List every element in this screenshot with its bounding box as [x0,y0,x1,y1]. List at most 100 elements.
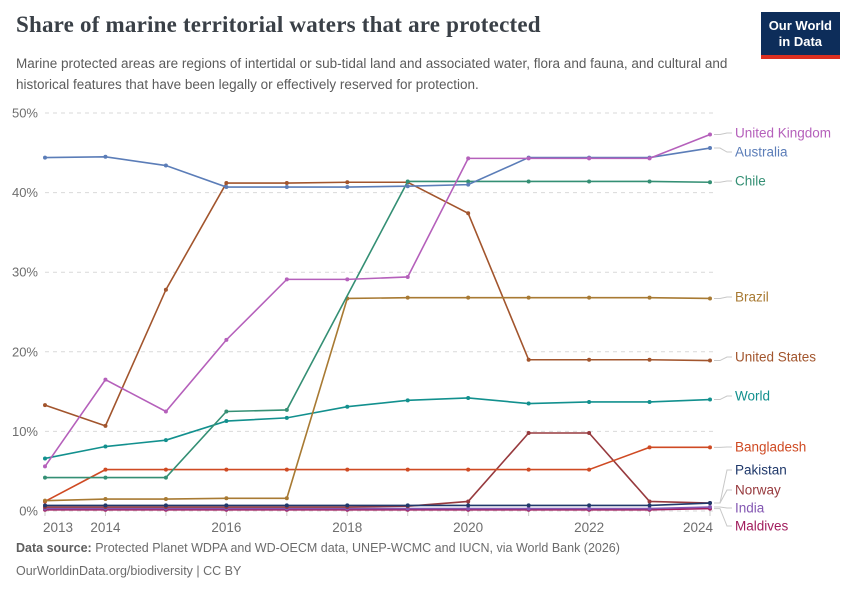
data-point-united-states [345,180,350,185]
data-point-world [647,399,652,404]
data-point-chile [647,179,652,184]
data-point-india [708,505,712,510]
series-line-chile[interactable] [45,180,711,479]
data-point-united-states [466,211,471,216]
data-point-united-states [708,358,712,363]
data-point-pakistan [587,503,592,508]
x-tick-label-2013: 2013 [43,520,73,535]
x-tick-label-2016: 2016 [211,520,241,535]
attribution-line[interactable]: OurWorldinData.org/biodiversity | CC BY [16,564,242,578]
legend-label-world[interactable]: World [735,389,770,404]
legend-label-pakistan[interactable]: Pakistan [735,463,787,478]
data-point-bangladesh [163,467,168,472]
legend-label-maldives[interactable]: Maldives [735,519,789,534]
y-tick-label-20: 20% [12,344,38,359]
x-tick-label-2024: 2024 [683,520,714,535]
data-point-chile [224,409,229,414]
data-point-united-kingdom [103,377,108,382]
data-point-australia [405,184,410,189]
data-point-india [647,506,652,511]
owid-logo[interactable]: Our World in Data [760,12,840,59]
data-point-brazil [224,496,229,501]
data-point-chile [587,179,592,184]
data-point-australia [284,185,289,190]
data-point-australia [43,155,47,160]
data-point-australia [163,163,168,168]
series-line-india[interactable] [45,506,711,510]
x-tick-label-2014: 2014 [90,520,121,535]
data-point-world [103,444,108,449]
data-point-brazil [103,497,108,502]
legend-leader-united-kingdom [714,132,732,135]
data-point-norway [647,499,652,504]
data-point-brazil [526,295,531,300]
series-line-united-states[interactable] [44,181,711,427]
data-point-united-kingdom [708,132,712,137]
series-line-pakistan[interactable] [45,502,711,507]
x-tick-label-2020: 2020 [453,520,483,535]
legend-leader-maldives [714,508,732,527]
data-point-united-kingdom [405,274,410,279]
data-point-brazil [163,497,168,502]
data-point-pakistan [284,503,289,508]
legend-label-india[interactable]: India [735,501,765,516]
data-point-world [345,404,350,409]
data-point-australia [103,154,108,159]
legend-label-united-states[interactable]: United States [735,350,816,365]
data-point-india [466,506,471,511]
series-line-united-kingdom[interactable] [44,133,711,467]
data-point-united-states [647,357,652,362]
data-point-united-states [163,287,168,292]
data-point-pakistan [163,503,168,508]
data-point-bangladesh [284,467,289,472]
page-title: Share of marine territorial waters that … [16,12,541,37]
series-line-maldives[interactable] [45,507,711,511]
data-point-world [284,415,289,420]
legend-label-australia[interactable]: Australia [735,145,788,160]
data-point-world [708,397,712,402]
legend-label-bangladesh[interactable]: Bangladesh [735,440,806,455]
legend-label-chile[interactable]: Chile [735,174,766,189]
data-point-brazil [466,295,471,300]
data-point-united-states [587,357,592,362]
data-point-bangladesh [466,467,471,472]
data-point-chile [43,475,47,480]
data-point-bangladesh [708,445,712,450]
legend-label-united-kingdom[interactable]: United Kingdom [735,126,831,141]
legend-label-norway[interactable]: Norway [735,483,781,498]
data-point-united-states [103,423,108,428]
data-point-world [587,399,592,404]
series-line-norway[interactable] [45,432,711,508]
data-point-chile [708,180,712,185]
data-point-united-kingdom [466,156,471,161]
data-point-chile [163,475,168,480]
series-line-bangladesh[interactable] [44,446,710,503]
data-point-united-kingdom [224,337,229,342]
data-point-pakistan [405,503,410,508]
y-tick-label-10: 10% [12,424,38,439]
data-point-world [43,456,47,461]
data-point-australia [345,185,350,190]
data-point-united-kingdom [647,156,652,161]
data-source-label: Data source: [16,541,92,555]
y-tick-label-40: 40% [12,185,38,200]
data-point-bangladesh [345,467,350,472]
data-point-united-kingdom [345,277,350,282]
chart-footer: Data source: Protected Planet WDPA and W… [16,541,836,587]
data-point-bangladesh [587,467,592,472]
data-point-world [526,401,531,406]
data-point-world [466,395,471,400]
data-point-united-kingdom [284,277,289,282]
data-point-bangladesh [103,467,108,472]
data-point-united-states [224,181,229,186]
data-point-bangladesh [647,445,652,450]
data-point-india [587,506,592,511]
series-line-brazil[interactable] [44,296,711,502]
data-point-australia [224,185,229,190]
series-line-world[interactable] [44,397,711,460]
data-source-line: Data source: Protected Planet WDPA and W… [16,541,836,555]
data-point-norway [587,430,592,435]
data-point-pakistan [647,503,652,508]
legend-label-brazil[interactable]: Brazil [735,290,769,305]
data-point-united-states [43,403,47,408]
